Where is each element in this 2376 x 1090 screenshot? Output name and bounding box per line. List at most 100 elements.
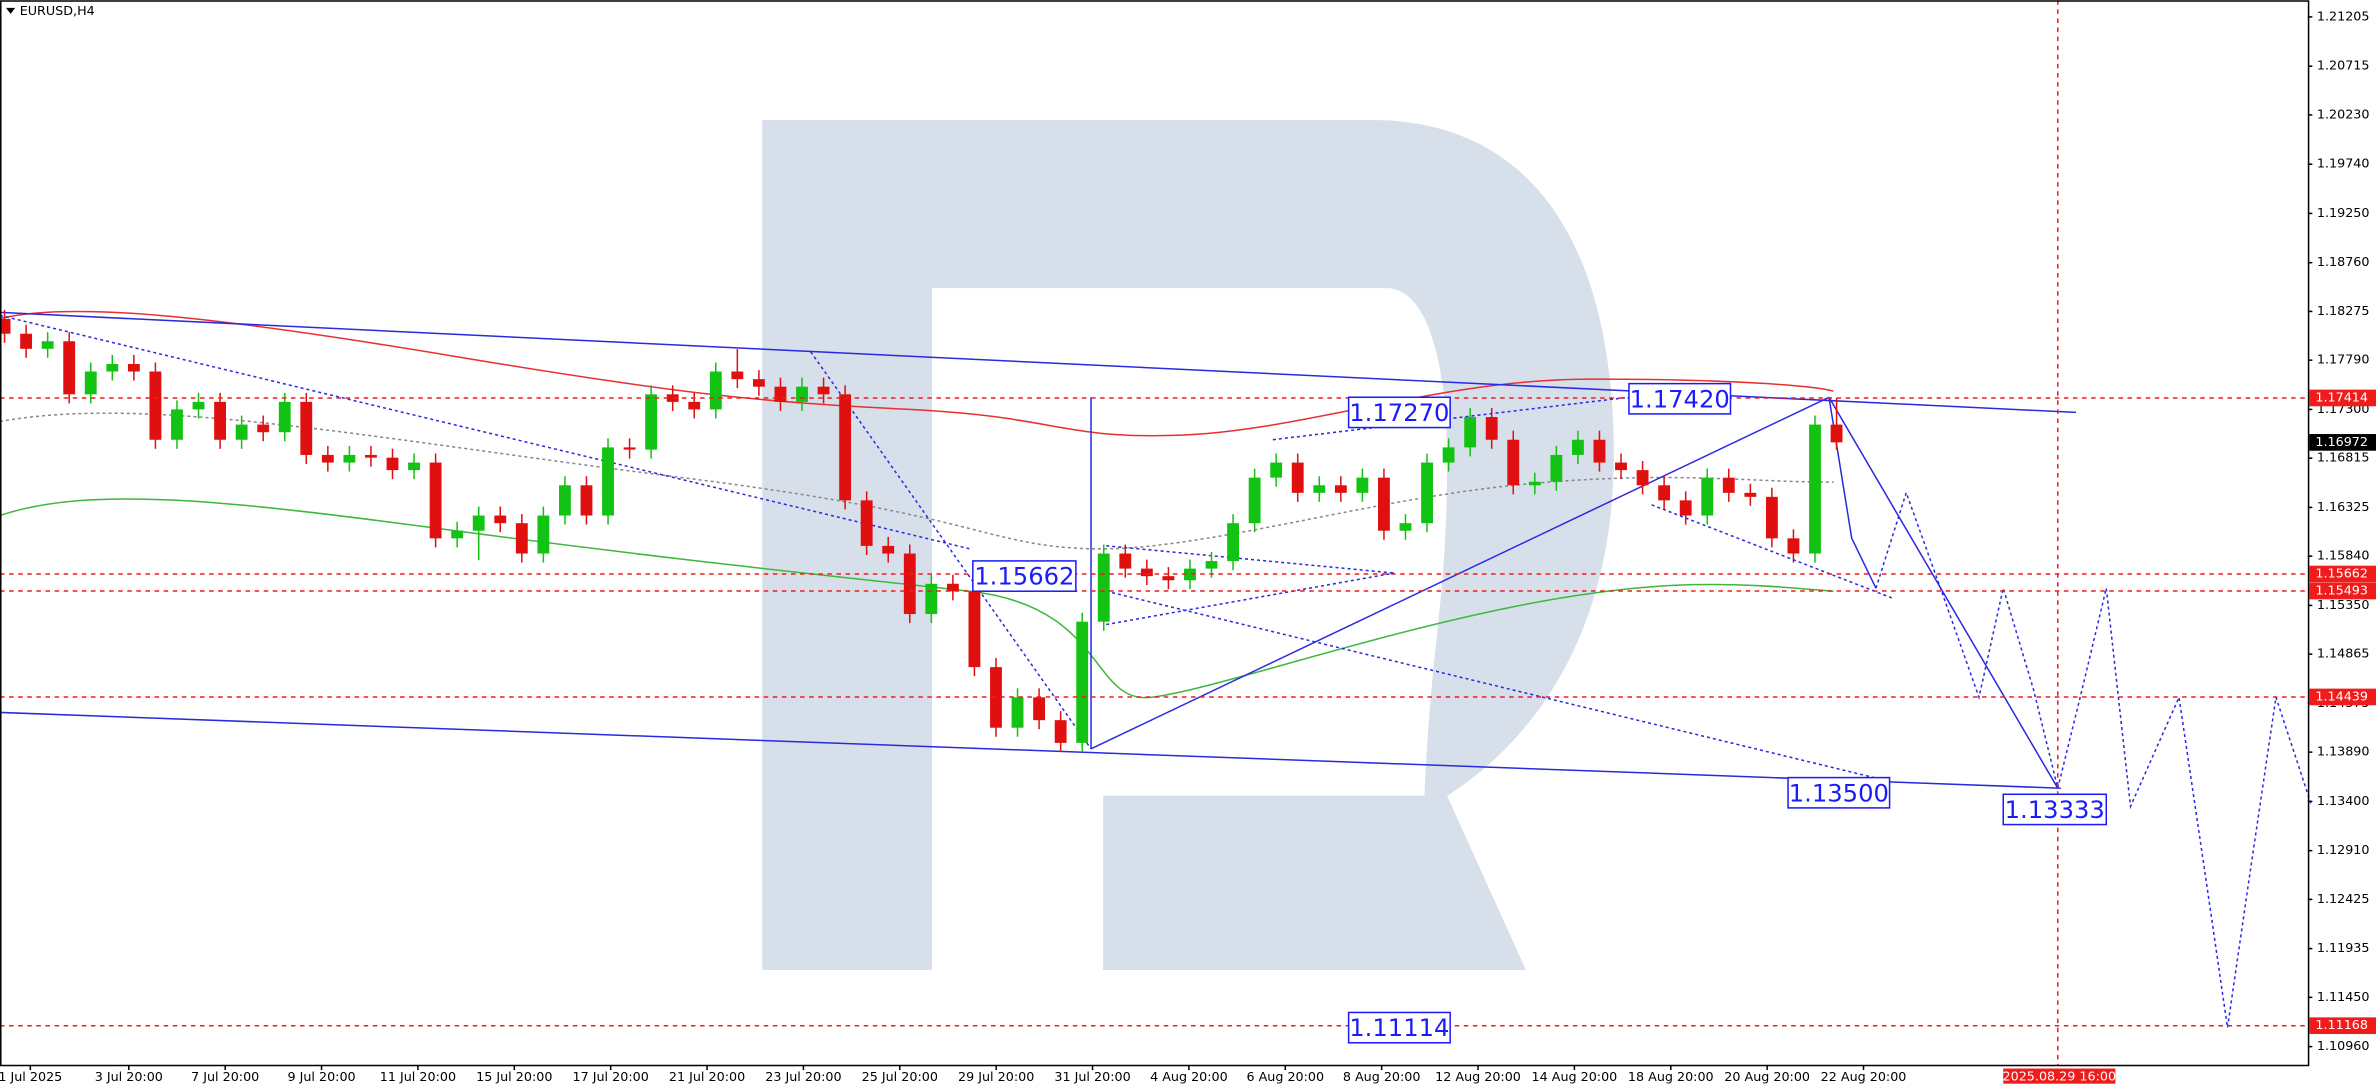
candle-body <box>171 409 183 440</box>
x-tick-label: 29 Jul 20:00 <box>958 1069 1034 1084</box>
candle-body <box>1378 477 1390 531</box>
ma-red <box>0 310 1834 437</box>
candle-body <box>1140 568 1153 577</box>
price-label: 1.11168 <box>2315 1017 2368 1032</box>
y-tick-label: 1.12425 <box>2317 891 2370 906</box>
candle-body <box>817 386 830 395</box>
candle-body <box>558 485 571 516</box>
candle-body <box>1097 553 1110 622</box>
candle-body <box>1787 538 1800 554</box>
candle-body <box>214 401 227 440</box>
x-tick-label: 22 Aug 20:00 <box>1821 1069 1907 1084</box>
menu-arrow <box>6 7 16 14</box>
candle-body <box>1593 439 1606 463</box>
y-tick-label: 1.18275 <box>2317 303 2370 318</box>
price-lines <box>0 397 2308 1027</box>
x-axis: 1 Jul 2025 3 Jul 20:00 7 Jul 20:00 9 Jul 20… <box>0 1065 1907 1084</box>
candle-body <box>1184 568 1196 581</box>
time-marker-label: 2025.08.29 16:00 <box>2003 1068 2117 1083</box>
x-tick-label: 6 Aug 20:00 <box>1246 1069 1324 1084</box>
candle-body <box>1658 485 1671 501</box>
x-tick-label: 8 Aug 20:00 <box>1343 1069 1421 1084</box>
plot-frame <box>0 0 2310 1067</box>
candle-body <box>408 462 420 471</box>
candle-body <box>149 371 162 440</box>
candle-body <box>796 386 808 402</box>
y-tick-label: 1.10960 <box>2317 1038 2370 1053</box>
candles <box>0 309 1843 752</box>
dotted-line <box>1651 504 1895 600</box>
candle-body <box>580 485 593 516</box>
candle-body <box>774 386 787 402</box>
candle-body <box>1528 481 1541 486</box>
y-tick-label: 1.18760 <box>2317 254 2370 269</box>
candle-body <box>1248 477 1261 524</box>
candle-body <box>1291 462 1304 493</box>
chart-title: EURUSD,H4 <box>20 3 95 18</box>
candle-body <box>860 500 873 546</box>
y-tick-label: 1.19740 <box>2317 156 2370 171</box>
candle-body <box>1227 523 1239 562</box>
candle-body <box>1744 492 1757 497</box>
price-label-box <box>2309 434 2376 451</box>
candle-body <box>1830 424 1843 443</box>
x-tick-label: 15 Jul 20:00 <box>476 1069 552 1084</box>
x-tick-label: 14 Aug 20:00 <box>1532 1069 1618 1084</box>
price-label: 1.16972 <box>2315 434 2368 449</box>
annotation-box <box>1347 1011 1451 1044</box>
y-tick-label: 1.20230 <box>2317 106 2370 121</box>
candle-body <box>1442 447 1455 463</box>
annotation: 1.13333 <box>2005 795 2105 824</box>
x-tick-label: 23 Jul 20:00 <box>765 1069 841 1084</box>
candle-body <box>1033 697 1046 721</box>
dotted-line <box>1272 396 1630 441</box>
candle-body <box>1054 720 1067 743</box>
candle-body <box>839 394 852 501</box>
candle-body <box>0 318 11 334</box>
plot-area: 1.17270 1.17420 1.15662 1.13500 1.13333 … <box>0 0 2312 1066</box>
price-label-box <box>2309 582 2376 600</box>
candle-body <box>300 401 313 455</box>
candle-body <box>41 341 54 349</box>
annotation: 1.11114 <box>1349 1013 1449 1042</box>
candle-body <box>343 454 356 463</box>
candle-body <box>537 515 550 554</box>
price-label: 1.15493 <box>2315 583 2368 598</box>
x-tick-label: 3 Jul 20:00 <box>95 1069 163 1084</box>
candle-body <box>365 454 377 458</box>
annotation-box <box>972 560 1077 592</box>
candle-body <box>946 583 959 592</box>
candle-body <box>1636 470 1649 486</box>
candle-body <box>1485 417 1498 440</box>
candle-body <box>1313 485 1326 493</box>
candle-body <box>1334 485 1347 493</box>
y-tick-label: 1.14865 <box>2317 646 2370 661</box>
candle-body <box>1270 462 1283 478</box>
candle-body <box>688 401 701 410</box>
candle-body <box>63 341 76 395</box>
candle-body <box>127 363 140 372</box>
price-label: 1.15662 <box>2315 566 2368 581</box>
candle-body <box>645 394 658 450</box>
price-label: 1.17414 <box>2315 389 2368 404</box>
y-tick-label: 1.16815 <box>2317 450 2370 465</box>
x-tick-label: 4 Aug 20:00 <box>1150 1069 1228 1084</box>
annotation: 1.17420 <box>1630 384 1730 413</box>
dotted-line <box>1105 590 1887 782</box>
candle-body <box>429 462 442 539</box>
y-tick-label: 1.20715 <box>2317 58 2370 73</box>
x-tick-label: 12 Aug 20:00 <box>1435 1069 1521 1084</box>
candle-body <box>1571 439 1584 455</box>
candle-body <box>1356 477 1369 493</box>
candle-body <box>1076 621 1089 743</box>
candle-body <box>990 667 1002 728</box>
candle-body <box>1722 477 1735 493</box>
time-marker-box <box>2003 1068 2116 1084</box>
candle-body <box>882 545 895 554</box>
annotation-box <box>1347 396 1451 429</box>
x-tick-label: 31 Jul 20:00 <box>1054 1069 1130 1084</box>
annotations: 1.17270 1.17420 1.15662 1.13500 1.13333 … <box>972 382 2108 1044</box>
candle-body <box>106 363 119 372</box>
